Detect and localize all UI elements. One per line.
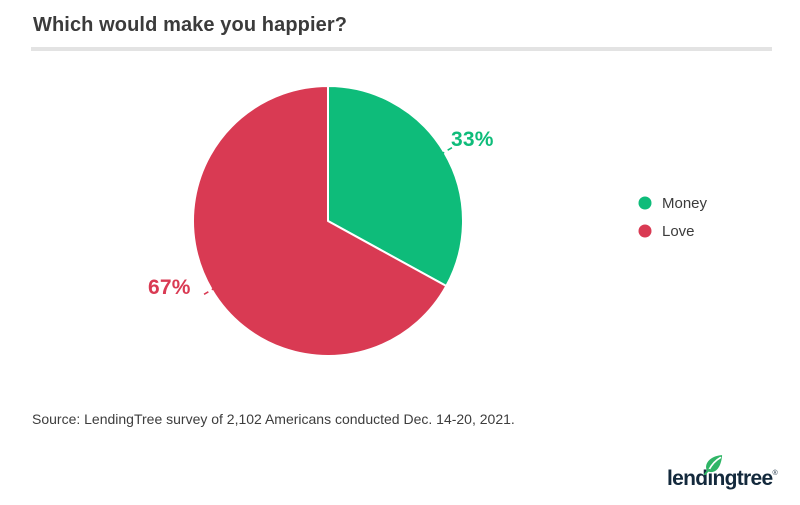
logo-text: lendıngtree <box>667 467 773 490</box>
chart-title: Which would make you happier? <box>33 14 348 36</box>
legend-label-money: Money <box>662 194 708 212</box>
slice-label-money: 33% <box>451 128 494 151</box>
source-note: Source: LendingTree survey of 2,102 Amer… <box>32 411 515 427</box>
legend-label-love: Love <box>662 222 695 240</box>
slice-label-love: 67% <box>148 276 191 299</box>
leader-line-money <box>439 145 455 156</box>
legend-swatch-love-icon <box>638 224 652 238</box>
legend: Money Love <box>638 194 708 252</box>
registered-mark: ® <box>772 470 778 477</box>
leader-line-love <box>201 286 217 297</box>
legend-item-love: Love <box>638 222 707 240</box>
legend-swatch-money-icon <box>638 196 652 210</box>
lendingtree-logo: lendıngtree® <box>667 455 778 490</box>
title-divider <box>31 47 772 51</box>
legend-item-money: Money <box>638 194 708 212</box>
leaf-icon <box>703 455 723 475</box>
